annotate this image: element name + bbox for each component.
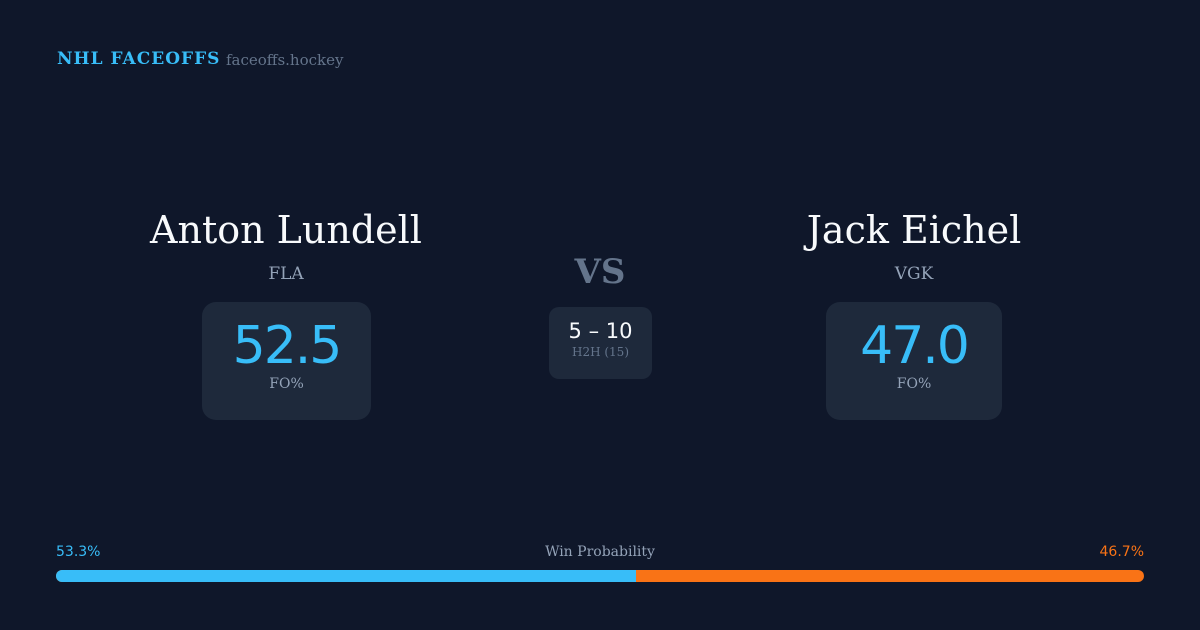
right-fo-card: 47.0 FO% xyxy=(826,302,1002,420)
right-team: VGK xyxy=(894,264,934,284)
h2h-label: H2H (15) xyxy=(571,345,629,359)
h2h-score: 5 – 10 xyxy=(568,319,633,343)
win-probability-bar xyxy=(56,570,1144,582)
win-probability-label: Win Probability xyxy=(545,544,655,560)
win-probability-left-fill xyxy=(56,570,636,582)
left-win-pct: 53.3% xyxy=(56,544,101,560)
right-fo-label: FO% xyxy=(896,376,932,392)
h2h-card: 5 – 10 H2H (15) xyxy=(549,307,652,379)
left-team: FLA xyxy=(268,264,304,284)
site-url: faceoffs.hockey xyxy=(226,51,344,69)
brand-title: NHL FACEOFFS xyxy=(57,49,221,69)
left-fo-label: FO% xyxy=(269,376,304,392)
vs-label: VS xyxy=(574,252,626,292)
left-player-name: Anton Lundell xyxy=(150,208,422,252)
right-player-name: Jack Eichel xyxy=(806,208,1022,252)
left-fo-value: 52.5 xyxy=(232,316,343,376)
right-fo-value: 47.0 xyxy=(860,316,970,376)
left-fo-card: 52.5 FO% xyxy=(202,302,371,420)
right-win-pct: 46.7% xyxy=(1099,544,1144,560)
